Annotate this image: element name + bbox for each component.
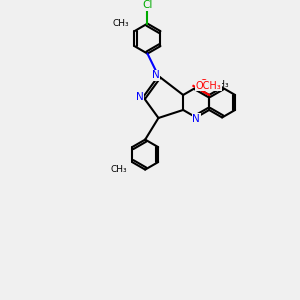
Text: N: N <box>152 70 159 80</box>
Text: N: N <box>192 114 200 124</box>
Text: O: O <box>196 81 204 91</box>
Text: CH₃: CH₃ <box>113 19 129 28</box>
Text: CH₃: CH₃ <box>213 80 229 89</box>
Text: O: O <box>200 80 208 89</box>
Text: Cl: Cl <box>142 1 153 10</box>
Text: N: N <box>136 92 144 102</box>
Text: OCH₃: OCH₃ <box>196 81 221 91</box>
Text: CH₃: CH₃ <box>110 165 127 174</box>
